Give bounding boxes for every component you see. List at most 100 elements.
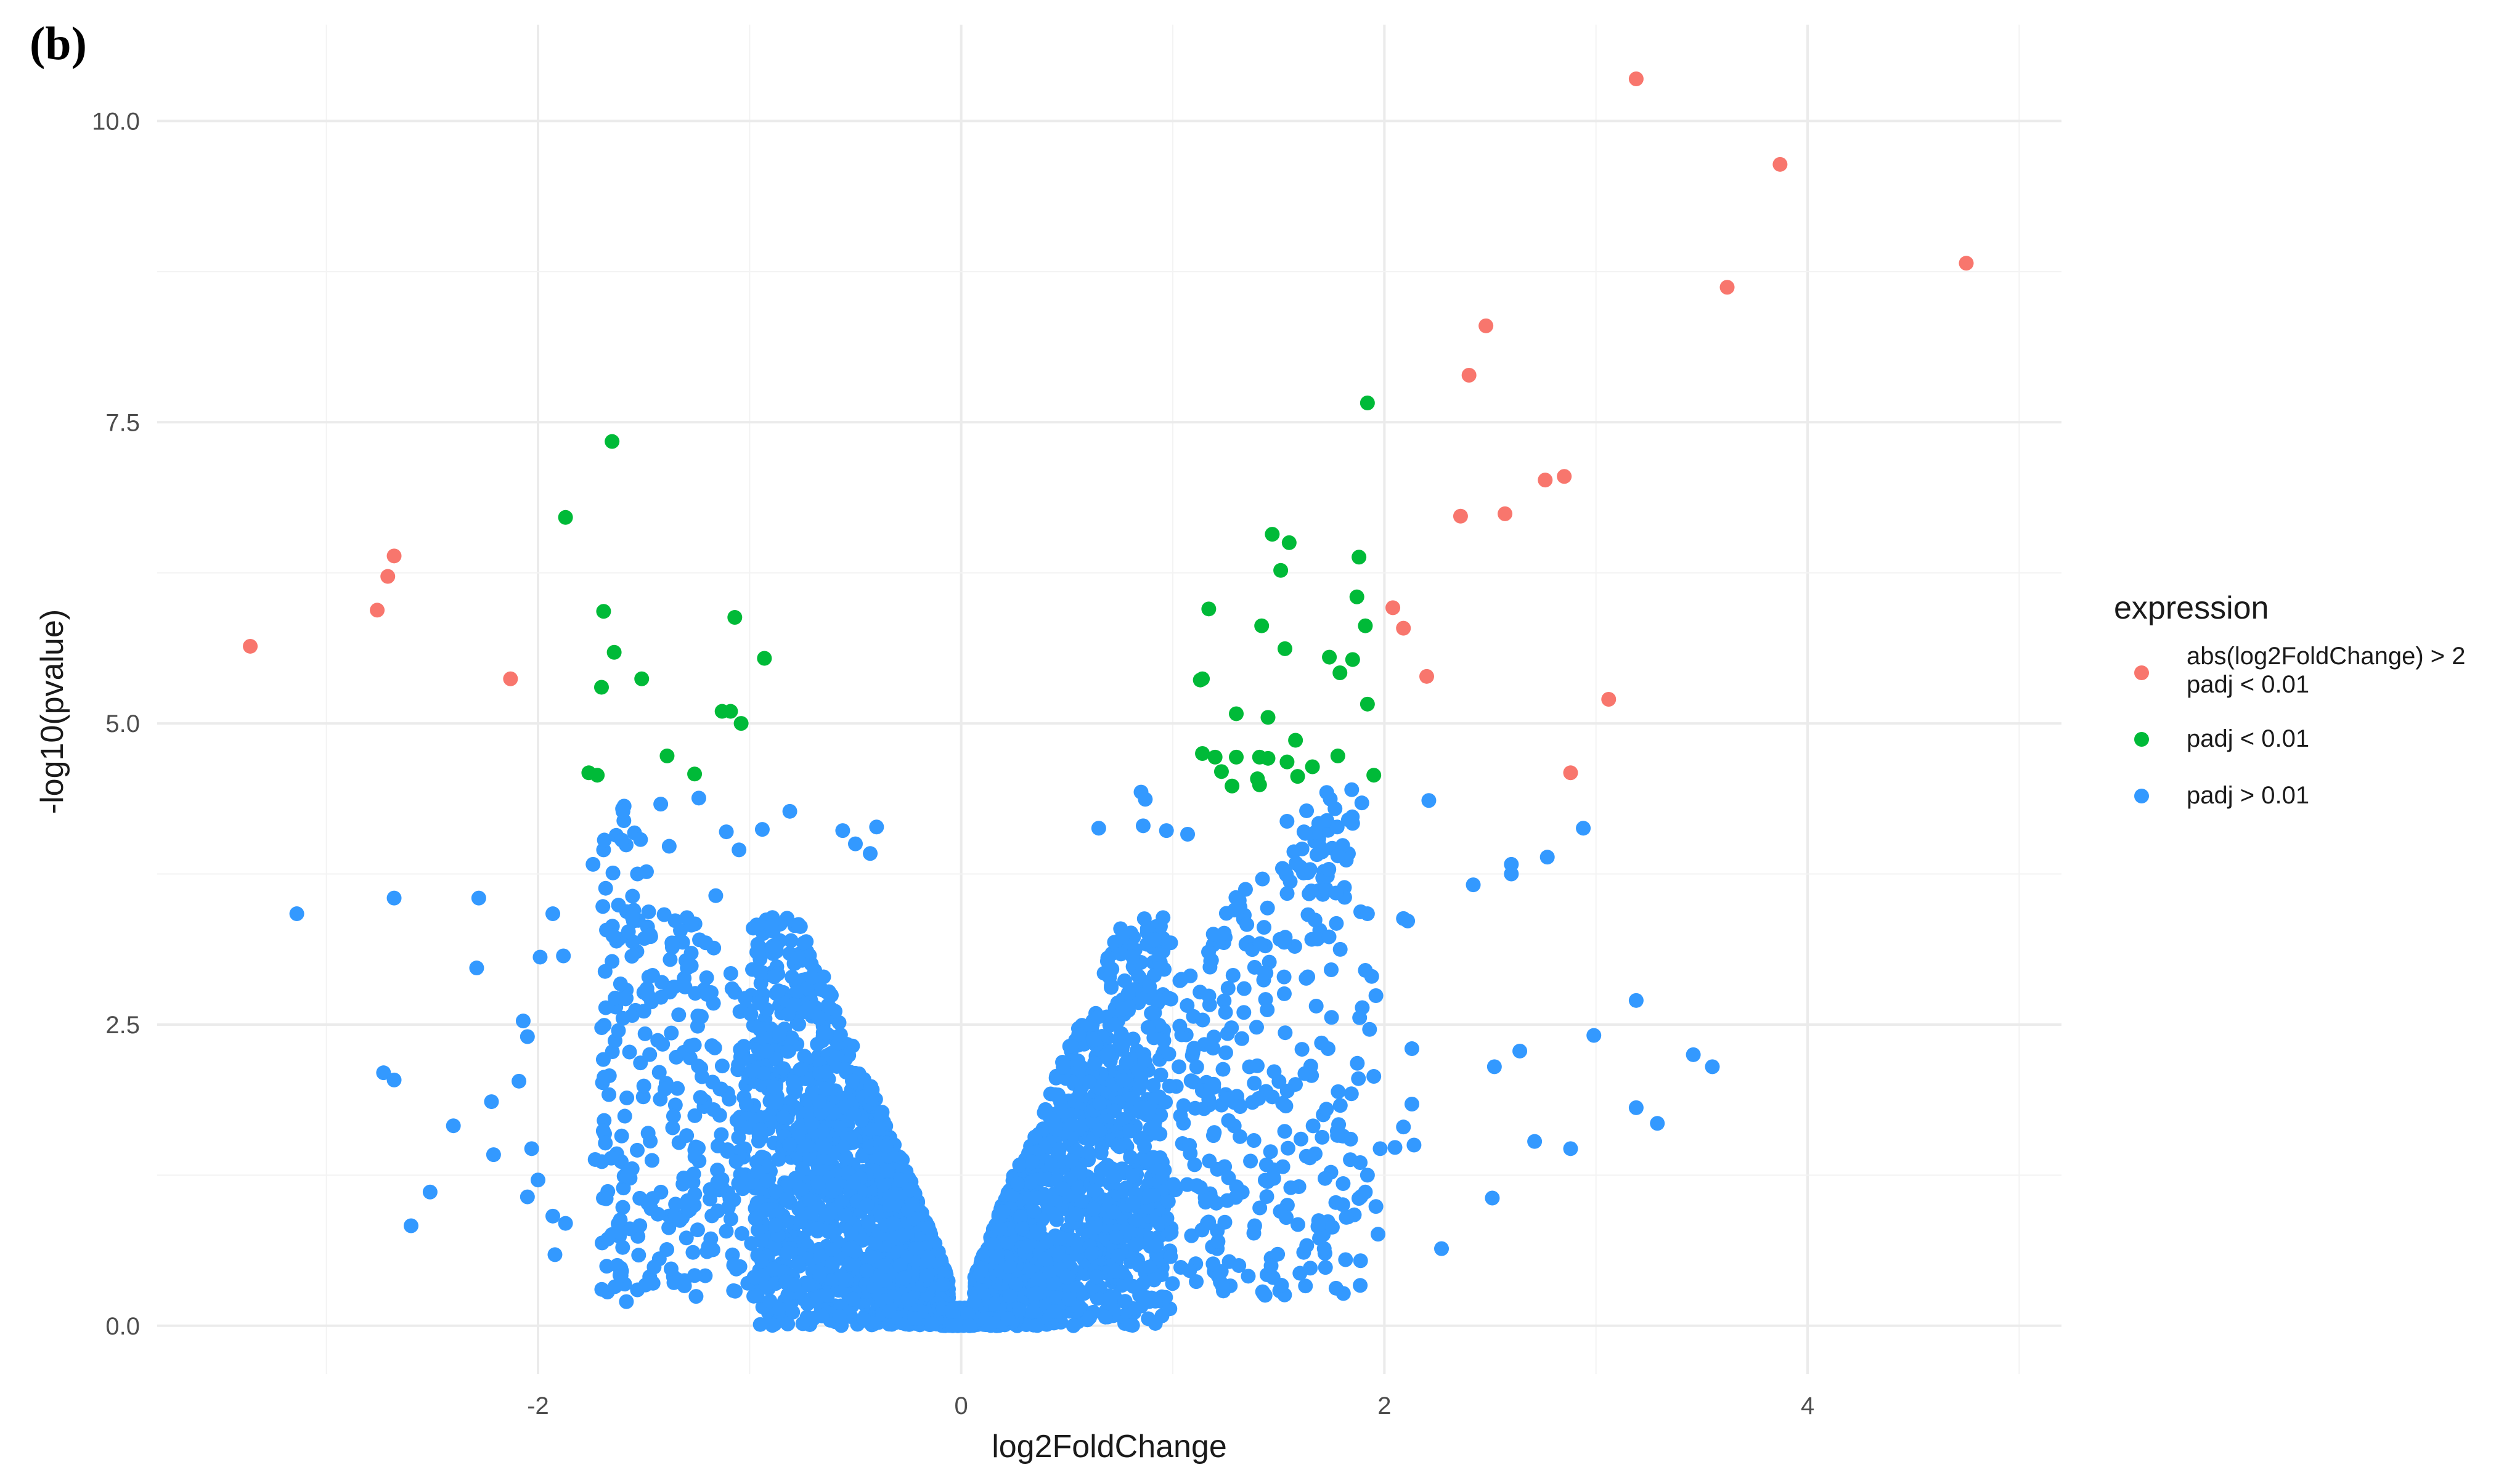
data-point bbox=[1207, 1125, 1222, 1140]
data-point bbox=[1241, 1269, 1256, 1284]
data-point bbox=[1331, 1084, 1346, 1099]
data-point bbox=[611, 1023, 626, 1038]
data-point bbox=[1233, 1129, 1248, 1144]
data-point bbox=[748, 1211, 763, 1226]
data-point bbox=[1107, 1017, 1123, 1032]
data-point bbox=[907, 1311, 923, 1327]
data-point bbox=[621, 924, 636, 940]
data-point bbox=[1189, 1274, 1204, 1290]
data-point bbox=[804, 1116, 820, 1131]
data-point bbox=[1070, 1180, 1086, 1196]
data-point bbox=[1278, 930, 1293, 945]
data-point bbox=[1314, 1035, 1329, 1050]
data-point bbox=[1318, 1260, 1333, 1275]
data-point bbox=[1228, 1190, 1243, 1205]
data-point bbox=[380, 569, 396, 584]
data-point bbox=[820, 1288, 835, 1303]
data-point bbox=[1372, 1141, 1388, 1156]
data-point bbox=[624, 949, 640, 964]
data-point bbox=[1144, 1006, 1159, 1021]
data-point bbox=[1087, 1183, 1103, 1198]
data-point bbox=[638, 1277, 653, 1293]
data-point bbox=[1014, 1221, 1030, 1237]
data-point bbox=[1255, 871, 1270, 887]
data-point bbox=[1201, 1092, 1217, 1107]
data-point bbox=[886, 1216, 902, 1232]
data-point bbox=[738, 1097, 754, 1112]
data-point bbox=[558, 1216, 573, 1231]
data-point bbox=[1366, 768, 1382, 783]
data-point bbox=[556, 948, 571, 964]
data-point bbox=[640, 1126, 656, 1141]
data-point bbox=[1125, 1195, 1141, 1211]
data-point bbox=[767, 969, 782, 985]
data-point bbox=[1340, 812, 1356, 827]
legend-key bbox=[2134, 665, 2149, 680]
data-point bbox=[1319, 785, 1334, 800]
data-point bbox=[1353, 1155, 1368, 1170]
data-point bbox=[670, 1081, 685, 1096]
data-point bbox=[1107, 1264, 1122, 1279]
data-point bbox=[653, 1184, 669, 1200]
data-point bbox=[656, 907, 672, 922]
data-point bbox=[835, 823, 850, 839]
data-point bbox=[722, 1091, 737, 1107]
data-point bbox=[1576, 821, 1591, 836]
data-point bbox=[622, 1044, 637, 1060]
data-point bbox=[1089, 1269, 1104, 1285]
data-point bbox=[902, 1182, 918, 1198]
data-point bbox=[596, 1190, 611, 1206]
data-point bbox=[1294, 841, 1310, 856]
data-point bbox=[635, 1089, 651, 1105]
data-point bbox=[1252, 936, 1268, 951]
data-point bbox=[1311, 816, 1326, 831]
data-point bbox=[1056, 1060, 1071, 1075]
data-point bbox=[1207, 749, 1223, 765]
scatter-points bbox=[243, 71, 1974, 1333]
data-point bbox=[815, 1124, 830, 1139]
data-point bbox=[780, 1316, 796, 1331]
data-point bbox=[669, 1049, 684, 1065]
data-point bbox=[558, 510, 573, 525]
data-point bbox=[545, 906, 561, 922]
data-point bbox=[765, 1261, 781, 1277]
data-point bbox=[1092, 1123, 1107, 1138]
legend-key bbox=[2134, 789, 2149, 803]
data-point bbox=[824, 1241, 839, 1257]
data-point bbox=[1305, 759, 1320, 774]
data-point bbox=[791, 917, 806, 932]
data-point bbox=[1283, 1180, 1299, 1195]
data-point bbox=[1000, 1311, 1016, 1327]
data-point bbox=[1236, 981, 1252, 996]
data-point bbox=[791, 951, 806, 966]
y-tick-label: 5.0 bbox=[105, 710, 140, 737]
data-point bbox=[1109, 1229, 1124, 1245]
data-point bbox=[636, 1004, 651, 1019]
data-point bbox=[801, 1277, 817, 1293]
data-point bbox=[686, 1166, 701, 1182]
data-point bbox=[1086, 1201, 1101, 1217]
data-point bbox=[1194, 1222, 1210, 1238]
data-point bbox=[680, 960, 695, 975]
data-point bbox=[1324, 962, 1339, 977]
data-point bbox=[1125, 1318, 1140, 1333]
data-point bbox=[704, 1208, 720, 1224]
data-point bbox=[1010, 1176, 1026, 1192]
data-point bbox=[675, 935, 690, 950]
data-point bbox=[1146, 1078, 1161, 1093]
data-point bbox=[370, 603, 385, 618]
data-point bbox=[1434, 1241, 1450, 1256]
data-point bbox=[1303, 1261, 1318, 1276]
data-point bbox=[611, 1224, 626, 1240]
data-point bbox=[1116, 1276, 1132, 1291]
data-point bbox=[789, 1015, 805, 1031]
data-point bbox=[810, 1174, 825, 1190]
data-point bbox=[1172, 1059, 1187, 1075]
data-point bbox=[921, 1220, 936, 1235]
data-point bbox=[619, 991, 634, 1006]
data-point bbox=[1278, 1099, 1294, 1114]
data-point bbox=[756, 1065, 771, 1081]
data-point bbox=[1321, 862, 1337, 877]
data-point bbox=[710, 1174, 725, 1190]
data-point bbox=[1220, 1091, 1236, 1106]
